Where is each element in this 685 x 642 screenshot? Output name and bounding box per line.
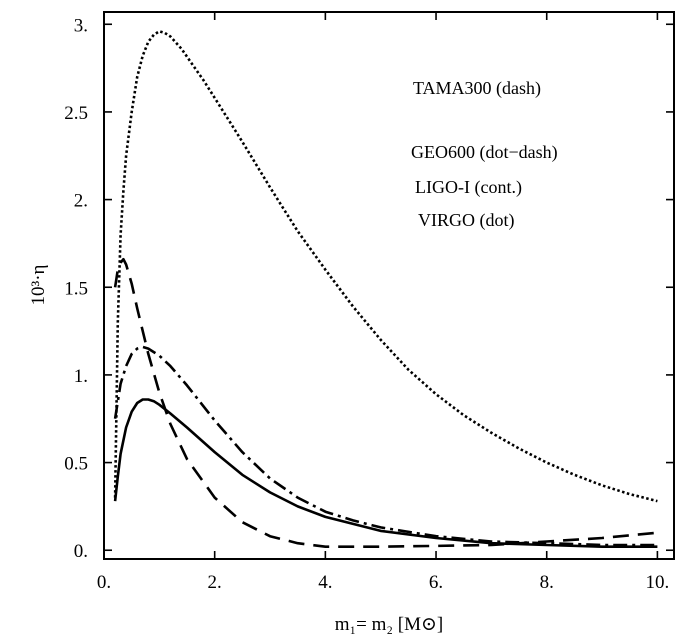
ticks-layer [103,12,674,559]
y-tick-label: 1. [74,366,88,387]
legend-entry-ligo-i: LIGO-I (cont.) [415,177,522,198]
series-virgo-dot [113,29,658,503]
tick-labels-layer: 0. 2. 4. 6. 8. 10. 0. 0.5 1. 1.5 2. 2.5 3. [64,15,669,593]
y-tick-label: 0. [74,541,88,562]
legend: TAMA300 (dash) GEO600 (dot−dash) LIGO-I … [411,78,558,231]
y-tick-label: 2. [74,191,88,212]
plot-frame [103,11,675,560]
x-tick-label: 4. [318,572,332,593]
x-tick-label: 0. [97,572,111,593]
series-layer [113,29,658,549]
y-tick-label: 0.5 [64,454,88,475]
x-tick-label: 10. [646,572,670,593]
series-ligo-i-cont [113,398,658,549]
series-tama300-dash [113,257,658,549]
x-tick-label: 8. [540,572,554,593]
x-tick-label: 2. [208,572,222,593]
series-geo600-dot-dash [113,345,658,547]
legend-entry-tama300: TAMA300 (dash) [413,78,541,99]
legend-entry-virgo: VIRGO (dot) [418,210,515,231]
x-tick-label: 6. [429,572,443,593]
y-tick-label: 3. [74,15,88,36]
y-tick-label: 2.5 [64,103,88,124]
y-tick-label: 1.5 [64,278,88,299]
legend-entry-geo600: GEO600 (dot−dash) [411,142,558,163]
x-axis-title: m₁= m₂ [M⊙] [335,614,444,635]
y-axis-title: 10³·η [28,265,49,306]
